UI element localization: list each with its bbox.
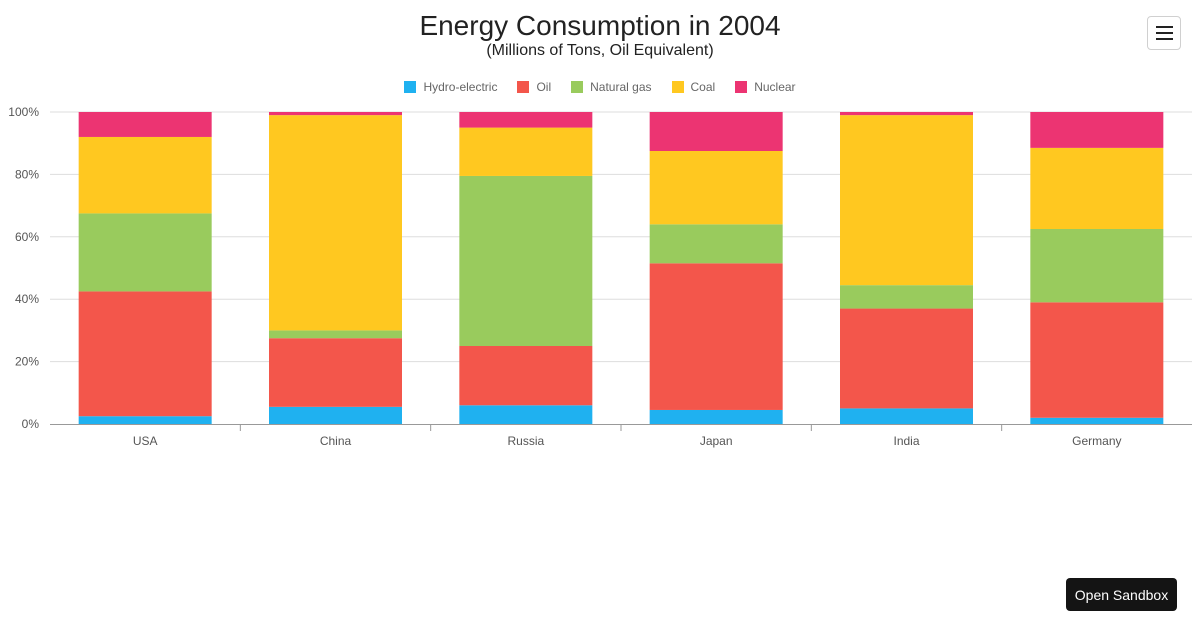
x-tick-label: Japan xyxy=(700,434,733,448)
x-tick-label: Russia xyxy=(507,434,544,448)
y-tick-label: 60% xyxy=(15,230,39,244)
legend-label: Natural gas xyxy=(590,80,652,94)
x-tick-label: India xyxy=(893,434,919,448)
bar-segment-natural-gas[interactable] xyxy=(649,224,783,264)
bar-segment-nuclear[interactable] xyxy=(459,112,593,128)
bar-segment-natural-gas[interactable] xyxy=(840,285,973,309)
bar-segment-nuclear[interactable] xyxy=(649,112,783,151)
chart-subtitle: (Millions of Tons, Oil Equivalent) xyxy=(486,42,714,59)
chart-menu-button[interactable] xyxy=(1147,16,1181,50)
x-tick-label: China xyxy=(320,434,352,448)
bar-segment-hydro-electric[interactable] xyxy=(269,406,402,424)
bar-segment-oil[interactable] xyxy=(1030,302,1164,418)
bar-segment-oil[interactable] xyxy=(459,346,593,406)
legend-label: Oil xyxy=(536,80,552,94)
chart-legend: Hydro-electric Oil Natural gas Coal Nuclear xyxy=(0,80,1200,94)
bar-segment-hydro-electric[interactable] xyxy=(840,408,973,424)
bar-segment-coal[interactable] xyxy=(1030,147,1164,229)
legend-swatch xyxy=(517,81,530,93)
legend-swatch xyxy=(571,81,584,93)
hamburger-menu-icon-line xyxy=(1155,38,1173,40)
y-tick-label: 100% xyxy=(8,105,39,119)
hamburger-menu-icon xyxy=(1155,26,1173,28)
bar-segment-natural-gas[interactable] xyxy=(459,175,593,346)
legend-item[interactable]: Nuclear xyxy=(735,80,796,94)
bar-segment-nuclear[interactable] xyxy=(840,112,973,116)
chart-title: Energy Consumption in 2004 xyxy=(419,10,781,41)
bar-segment-oil[interactable] xyxy=(78,291,212,417)
bar-segment-oil[interactable] xyxy=(269,338,402,407)
bar-segment-nuclear[interactable] xyxy=(1030,112,1164,148)
legend-label: Hydro-electric xyxy=(423,80,498,94)
bar-segment-coal[interactable] xyxy=(649,151,783,225)
y-tick-label: 40% xyxy=(15,292,39,306)
legend-item[interactable]: Oil xyxy=(517,80,551,94)
bar-segment-nuclear[interactable] xyxy=(78,112,212,137)
bar-segment-hydro-electric[interactable] xyxy=(459,405,593,424)
legend-swatch xyxy=(404,81,417,93)
x-tick-label: USA xyxy=(133,434,158,448)
legend-label: Nuclear xyxy=(754,80,796,94)
stacked-bar-chart: 0% 20% 40% 60% 80% 100% USA China Russia Japan Ind… xyxy=(8,105,1192,448)
legend-item[interactable]: Natural gas xyxy=(571,80,652,94)
bar-segment-hydro-electric[interactable] xyxy=(78,416,212,424)
legend-swatch xyxy=(671,81,684,93)
y-tick-label: 80% xyxy=(15,167,39,181)
bar-segment-natural-gas[interactable] xyxy=(78,213,212,292)
hamburger-menu-icon-line xyxy=(1155,32,1173,34)
x-tick-label: Germany xyxy=(1072,434,1121,448)
bar-segment-oil[interactable] xyxy=(840,308,973,409)
legend-item[interactable]: Coal xyxy=(671,80,716,94)
bar-segment-coal[interactable] xyxy=(840,115,973,286)
bar-segment-nuclear[interactable] xyxy=(269,112,402,116)
legend-item[interactable]: Hydro-electric xyxy=(404,80,497,94)
bar-segment-natural-gas[interactable] xyxy=(1030,229,1164,303)
bar-segment-hydro-electric[interactable] xyxy=(1030,417,1164,424)
open-sandbox-button[interactable]: Open Sandbox xyxy=(1066,578,1177,611)
bar-segment-hydro-electric[interactable] xyxy=(649,409,783,424)
bar-segment-coal[interactable] xyxy=(78,136,212,214)
bar-segment-coal[interactable] xyxy=(459,127,593,176)
y-tick-label: 20% xyxy=(15,355,39,369)
legend-swatch xyxy=(735,81,748,93)
bar-segment-oil[interactable] xyxy=(649,263,783,410)
bar-segment-coal[interactable] xyxy=(269,115,402,331)
y-tick-label: 0% xyxy=(22,417,40,431)
bar-segment-natural-gas[interactable] xyxy=(269,330,402,339)
legend-label: Coal xyxy=(690,80,716,94)
